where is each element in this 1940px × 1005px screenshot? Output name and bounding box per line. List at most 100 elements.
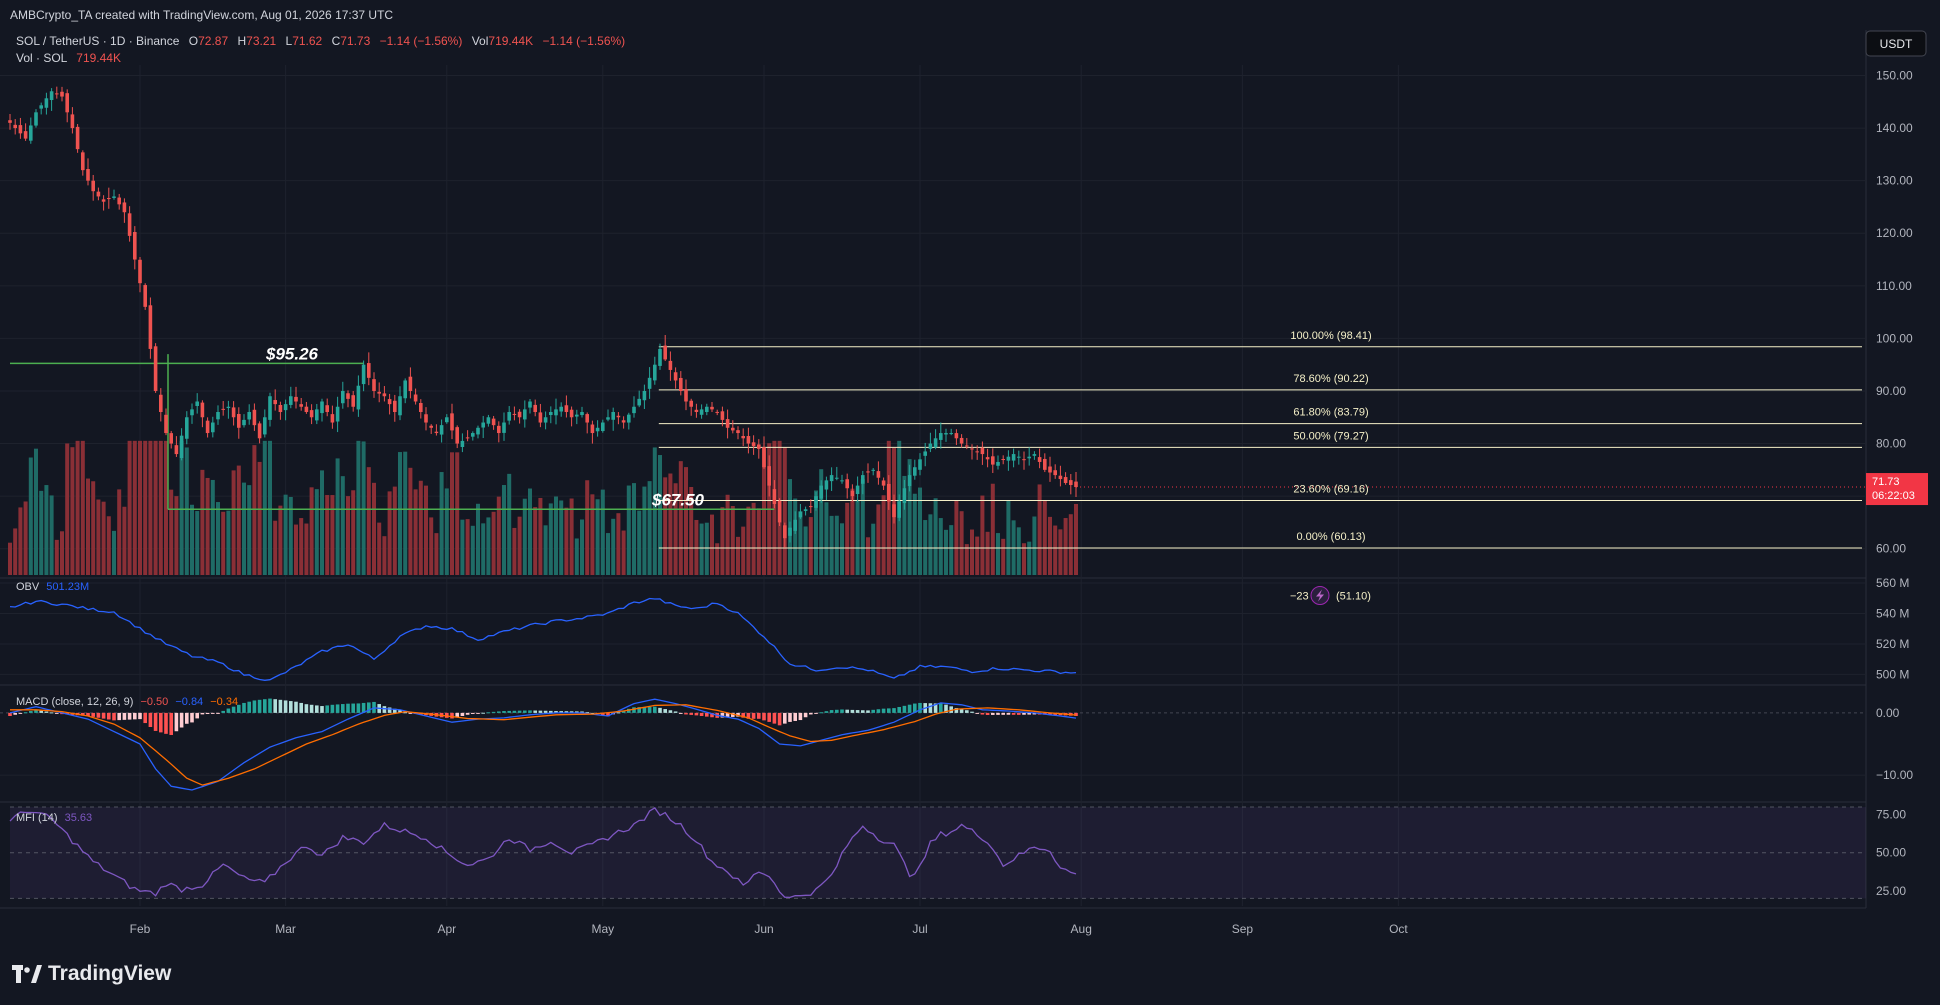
volume-bar [486, 517, 491, 575]
candle-body [429, 425, 433, 428]
macd-histogram-bar [689, 712, 693, 715]
fibonacci-retracement[interactable]: 100.00% (98.41) 78.60% (90.22) 61.80% (83.… [658, 330, 1862, 606]
volume-bar [798, 511, 803, 575]
volume-bar [39, 490, 44, 575]
volume-bar [730, 506, 735, 575]
candle-body [918, 459, 922, 470]
candle-body [694, 409, 699, 413]
macd-histogram-bar [481, 712, 485, 714]
volume-bar [44, 485, 49, 575]
macd-histogram-bar [81, 712, 85, 716]
macd-histogram-bar [699, 712, 704, 716]
macd-histogram-bar [486, 712, 491, 714]
candle-body [923, 451, 927, 456]
candle-body [549, 412, 553, 416]
svg-text:Vol · SOL 719.44K: Vol · SOL 719.44K [16, 51, 121, 65]
last-price-value: 71.73 [1872, 476, 1900, 488]
volume-bar [424, 485, 428, 575]
macd-histogram-bar [1022, 712, 1026, 715]
candle-body [777, 500, 782, 523]
volume-bar [876, 504, 881, 575]
macd-histogram-bar [185, 712, 189, 724]
volume-bar [226, 510, 231, 575]
time-tick-label: Oct [1389, 922, 1408, 936]
macd-histogram-bar [320, 706, 324, 713]
candle-body [393, 400, 397, 413]
macd-histogram-bar [268, 698, 272, 713]
macd-histogram-bar [949, 706, 953, 713]
macd-histogram-bar [273, 699, 277, 713]
macd-histogram-bar [543, 710, 548, 713]
macd-histogram-bar [346, 703, 350, 713]
macd-histogram-bar [746, 712, 751, 719]
candle-body [507, 412, 511, 421]
candle-body [902, 488, 907, 504]
macd-histogram-bar [897, 706, 901, 713]
candle-body [398, 396, 402, 416]
candle-body [127, 213, 132, 236]
volume-bar [673, 483, 678, 575]
candle-body [133, 232, 137, 260]
volume-bar [611, 518, 616, 575]
candle-body [49, 91, 54, 101]
macd-histogram-bar [252, 700, 257, 713]
volume-bar [1001, 538, 1006, 575]
macd-histogram-bar [309, 704, 314, 713]
macd-histogram-bar [824, 711, 829, 713]
volume-bar [210, 479, 215, 575]
volume-bar [361, 441, 366, 575]
candle-body [543, 417, 548, 423]
volume-bar [273, 520, 278, 575]
currency-button[interactable] [1865, 30, 1927, 57]
macd-histogram-bar [1017, 712, 1021, 715]
volume-bar [184, 447, 189, 575]
fib-level-label: 78.60% (90.22) [1293, 373, 1368, 385]
candle-body [798, 511, 803, 518]
macd-histogram-bar [55, 712, 59, 714]
candle-body [954, 433, 959, 439]
candlestick-series [8, 86, 1078, 548]
candle-body [55, 93, 59, 95]
macd-histogram-bar [959, 708, 964, 713]
macd-histogram-bar [970, 711, 974, 713]
candle-body [247, 412, 251, 420]
fib-level-label: 50.00% (79.27) [1293, 430, 1368, 442]
macd-histogram-bar [991, 712, 995, 715]
macd-histogram-bar [658, 707, 662, 713]
price-tick-label: 140.00 [1876, 121, 1913, 135]
legend-vol-change: −1.14 (−1.56%) [542, 34, 625, 48]
chart-canvas[interactable]: 100.00% (98.41) 78.60% (90.22) 61.80% (83.… [0, 30, 1940, 945]
volume-bar [1006, 500, 1011, 575]
candle-body [486, 417, 491, 424]
volume-bar [564, 507, 569, 575]
volume-bar [980, 495, 985, 575]
tradingview-logo[interactable]: TradingView [12, 962, 171, 986]
macd-histogram-bar [23, 712, 28, 714]
candle-body [569, 409, 574, 418]
legend-low-label: L [286, 34, 293, 48]
macd-histogram-bar [351, 703, 355, 713]
candle-body [502, 422, 506, 433]
legend-open: 72.87 [198, 34, 228, 48]
support-lines[interactable]: $95.26 $67.50 [10, 344, 775, 511]
candle-body [855, 485, 860, 495]
macd-histogram-bar [783, 712, 787, 724]
volume-bar [314, 489, 319, 575]
candle-body [434, 431, 439, 434]
macd-histogram-bar [564, 711, 569, 713]
volume-bar [814, 490, 818, 575]
volume-bar [538, 497, 543, 575]
macd-histogram-bar [829, 710, 834, 713]
mfi-tick-label: 75.00 [1876, 808, 1906, 822]
candle-body [65, 93, 69, 113]
candle-body [23, 131, 28, 139]
mfi-tick-label: 50.00 [1876, 846, 1906, 860]
volume-bar [387, 491, 392, 575]
macd-histogram-bar [606, 712, 610, 717]
legend-high: 73.21 [246, 34, 276, 48]
macd-histogram-bar [304, 704, 309, 713]
volume-bar [845, 502, 850, 575]
macd-histogram-bar [190, 712, 194, 723]
volume-bar [450, 452, 454, 575]
candle-body [585, 414, 589, 423]
